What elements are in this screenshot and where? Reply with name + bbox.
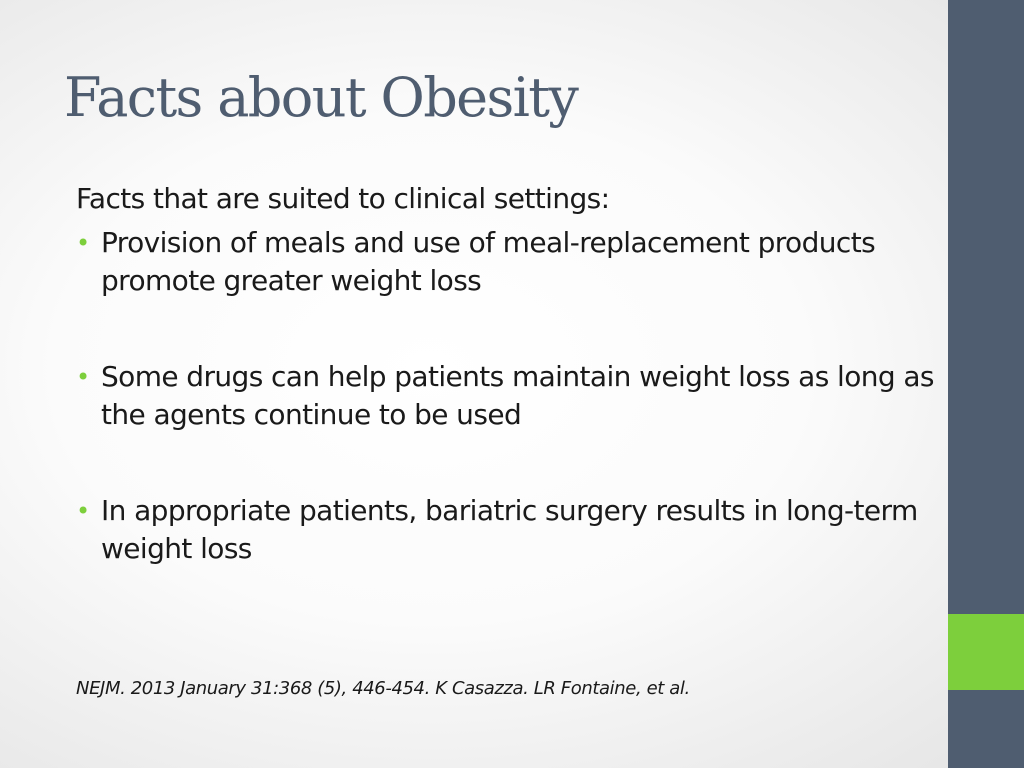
slide-title: Facts about Obesity (64, 66, 579, 129)
slide-content: Facts that are suited to clinical settin… (76, 180, 936, 626)
bullet-icon: • (76, 229, 90, 257)
bullet-item: • Some drugs can help patients maintain … (76, 358, 936, 434)
bullet-list: • Provision of meals and use of meal-rep… (76, 224, 936, 568)
bullet-text: In appropriate patients, bariatric surge… (101, 494, 918, 565)
bullet-item: • Provision of meals and use of meal-rep… (76, 224, 936, 300)
bullet-text: Provision of meals and use of meal-repla… (101, 226, 876, 297)
side-accent-block (948, 614, 1024, 690)
intro-text: Facts that are suited to clinical settin… (76, 182, 610, 215)
bullet-icon: • (76, 497, 90, 525)
bullet-icon: • (76, 363, 90, 391)
bullet-item: • In appropriate patients, bariatric sur… (76, 492, 936, 568)
citation: NEJM. 2013 January 31:368 (5), 446-454. … (76, 678, 690, 699)
bullet-text: Some drugs can help patients maintain we… (101, 360, 934, 431)
